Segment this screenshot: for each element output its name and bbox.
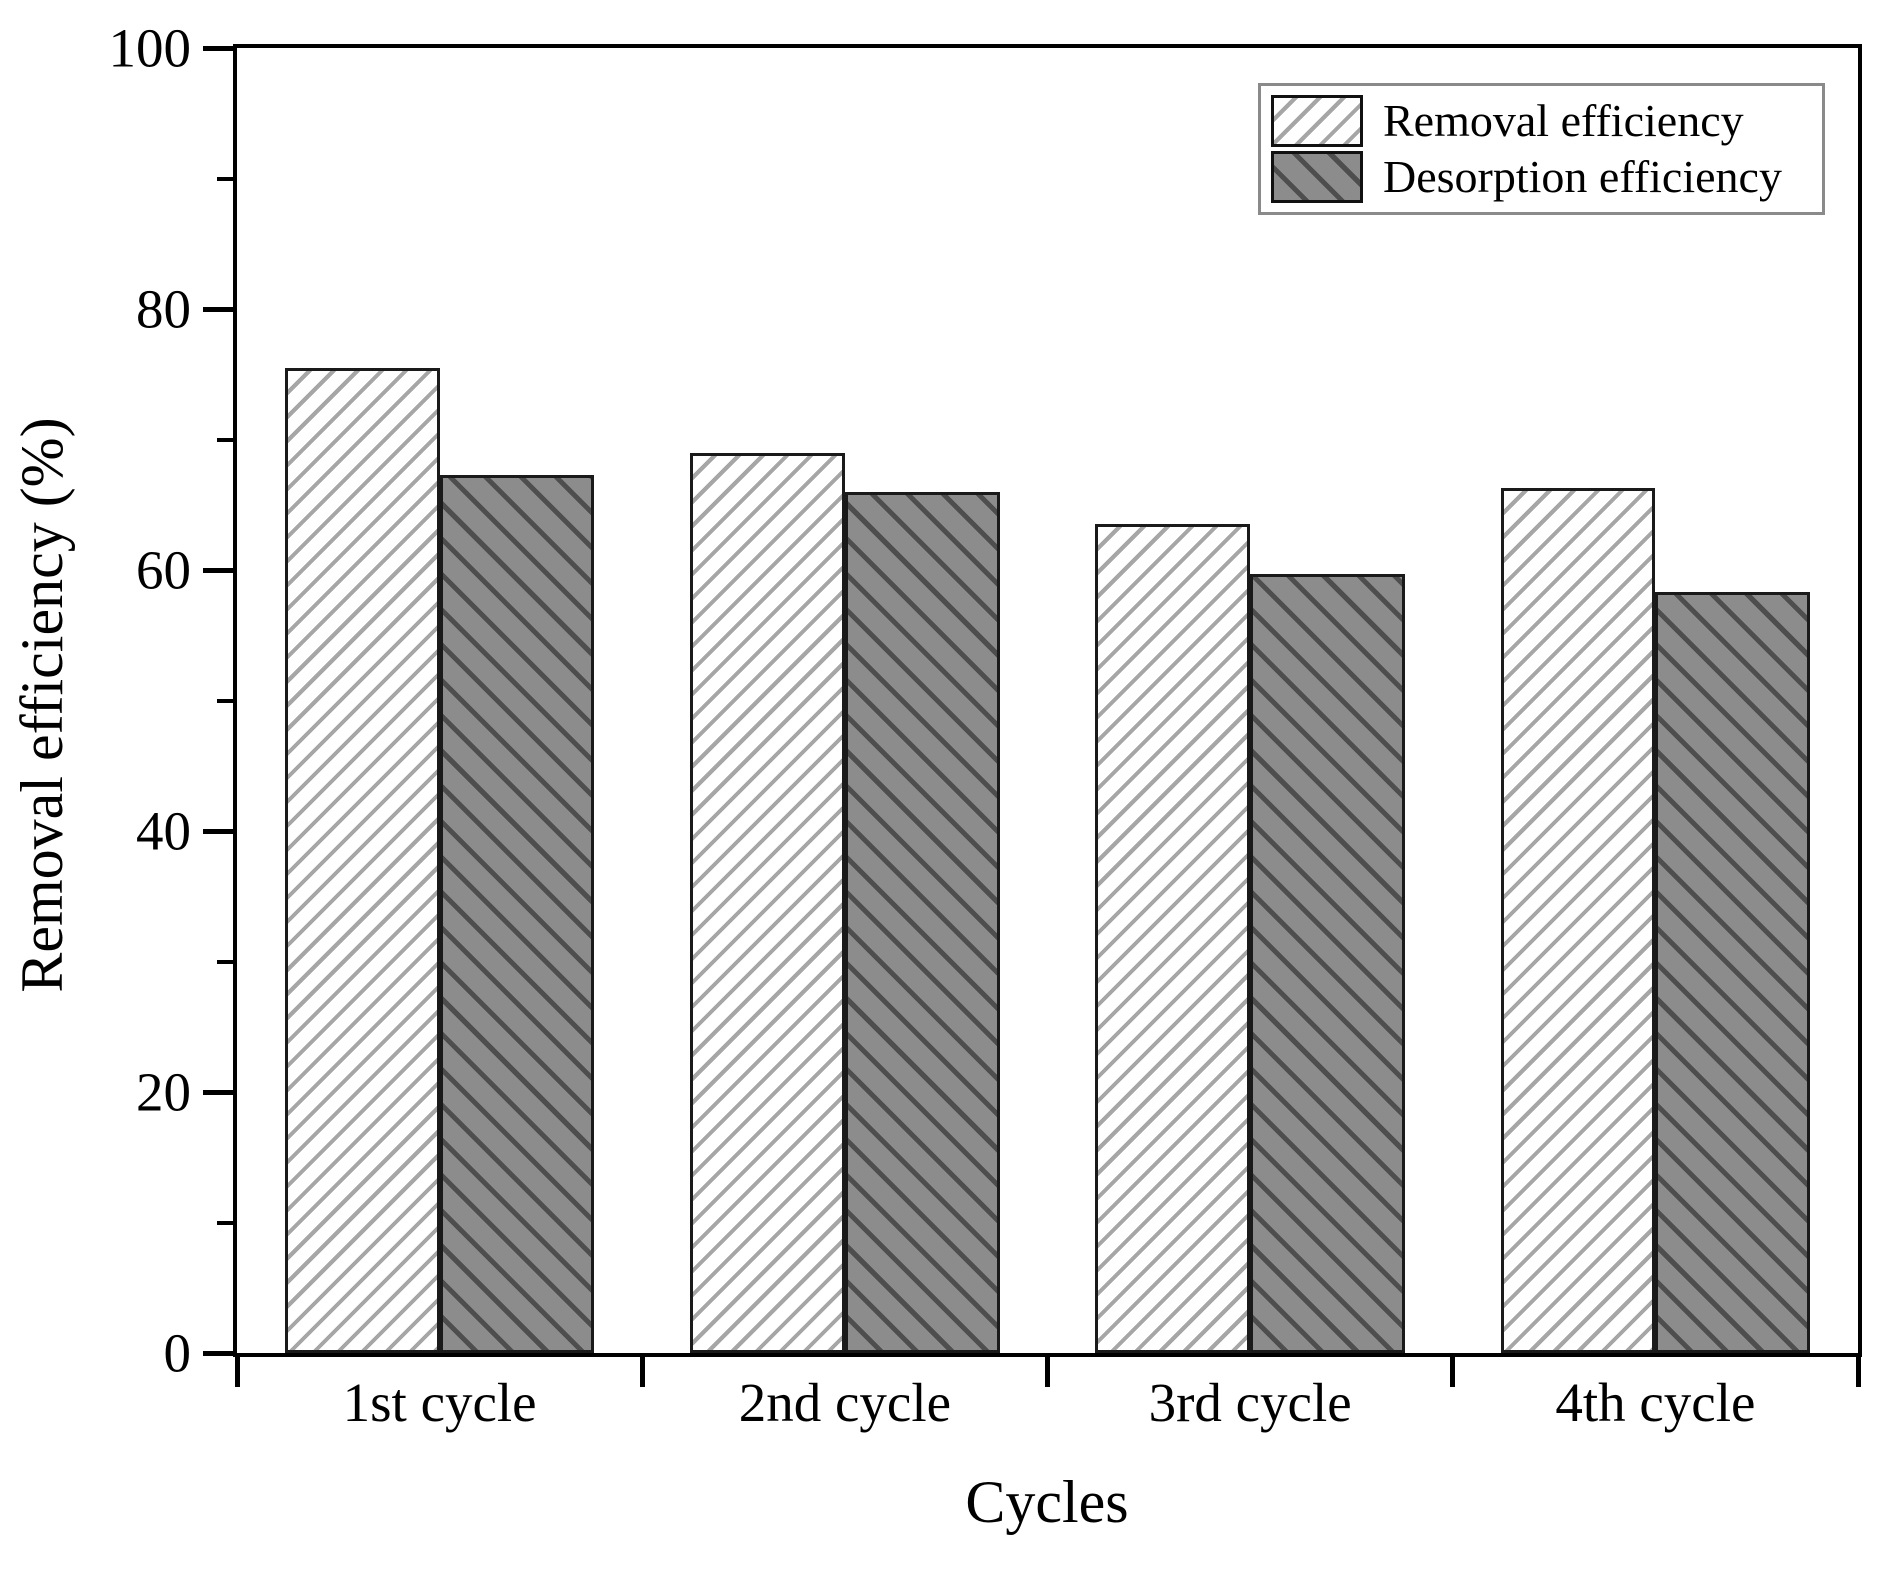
plot-area: 0 20 40 60 80 100 Removal efficiency Desorpti… [109, 21, 1862, 1433]
legend-item-removal-efficiency: Removal efficiency [1271, 94, 1812, 147]
x-major-tick [234, 1357, 240, 1387]
y-tick-label: 100 [108, 17, 192, 79]
bar-desorption-cycle-4 [1655, 592, 1811, 1353]
bar-removal-cycle-1 [284, 367, 440, 1353]
y-minor-tick [217, 437, 233, 442]
x-tick-label: 3rd cycle [1148, 1372, 1352, 1433]
y-major-tick [203, 1089, 233, 1095]
legend-label-removal-efficiency: Removal efficiency [1383, 94, 1744, 146]
ticks-layer: 0 20 40 60 80 100 [109, 21, 1861, 1387]
y-major-tick [203, 45, 233, 51]
y-major-tick [203, 567, 233, 573]
legend-item-desorption-efficiency: Desorption efficiency [1271, 151, 1812, 204]
x-major-tick [1855, 1357, 1861, 1387]
y-axis-title: Removal efficiency (%) [9, 417, 75, 993]
y-minor-tick [217, 959, 233, 964]
y-tick-label: 20 [136, 1061, 191, 1123]
x-major-tick [639, 1357, 645, 1387]
legend-swatch-forward-hatch-icon [1271, 94, 1363, 147]
y-minor-tick [217, 1220, 233, 1225]
y-tick-label: 60 [136, 539, 191, 601]
bar-desorption-cycle-3 [1250, 573, 1405, 1353]
y-major-tick [203, 1350, 233, 1356]
x-major-tick [1045, 1357, 1050, 1387]
legend: Removal efficiency Desorption efficiency [1258, 83, 1825, 215]
y-minor-tick [217, 698, 233, 703]
x-tick-label: 4th cycle [1555, 1372, 1756, 1433]
x-axis-title: Cycles [965, 1469, 1129, 1535]
bar-removal-cycle-2 [690, 452, 845, 1353]
y-tick-label: 80 [136, 278, 191, 340]
bar-desorption-cycle-2 [844, 491, 1000, 1353]
legend-label-desorption-efficiency: Desorption efficiency [1383, 151, 1782, 203]
bars-layer [237, 48, 1858, 1353]
y-tick-label: 40 [136, 800, 191, 862]
bar-desorption-cycle-1 [439, 474, 595, 1353]
y-major-tick [203, 828, 233, 834]
x-tick-label: 1st cycle [342, 1372, 537, 1433]
x-major-tick [1450, 1357, 1456, 1387]
x-tick-label: 2nd cycle [738, 1372, 952, 1433]
bar-removal-cycle-4 [1500, 487, 1656, 1353]
y-tick-label: 0 [163, 1322, 192, 1384]
y-minor-tick [217, 176, 233, 181]
y-major-tick [203, 306, 233, 312]
bar-removal-cycle-3 [1095, 524, 1251, 1353]
legend-swatch-backward-hatch-icon [1271, 151, 1363, 204]
